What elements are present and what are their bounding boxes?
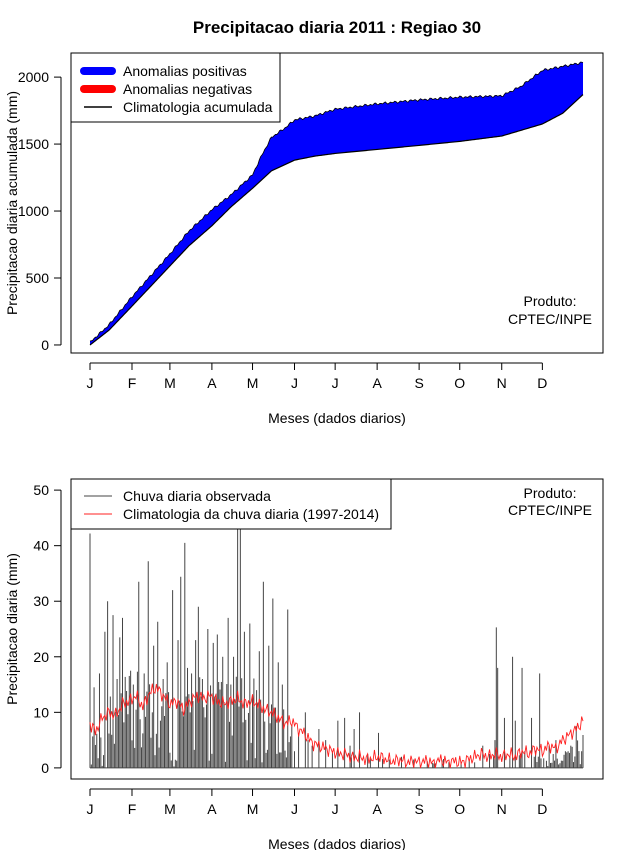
daily-x-tick-label: A: [207, 801, 217, 817]
daily-x-tick-label: O: [454, 801, 465, 817]
legend-climatology-daily-label: Climatologia da chuva diaria (1997-2014): [123, 506, 379, 522]
cumulative-x-tick-label: J: [87, 375, 94, 391]
observed-cumulative-line: [89, 61, 584, 342]
daily-x-tick-label: M: [247, 801, 259, 817]
cumulative-x-tick-label: J: [332, 375, 339, 391]
daily-y-tick-label: 50: [33, 482, 49, 498]
cumulative-x-tick-label: D: [537, 375, 547, 391]
climatology-daily-line: [89, 683, 584, 769]
daily-x-tick-label: D: [537, 801, 547, 817]
daily-y-tick-label: 10: [33, 704, 49, 720]
climatology-cumulative-line: [89, 94, 584, 346]
daily-x-tick-label: J: [87, 801, 94, 817]
daily-x-tick-label: A: [372, 801, 382, 817]
cumulative-x-tick-label: S: [414, 375, 423, 391]
daily-x-tick-label: N: [497, 801, 507, 817]
cumulative-y-tick-label: 2000: [18, 69, 49, 85]
daily-y-tick-label: 40: [33, 538, 49, 554]
cumulative-y-tick-label: 500: [26, 270, 50, 286]
cumulative-y-axis-label: Precipitacao diaria acumulada (mm): [4, 91, 20, 315]
positive-anomaly-area: [90, 62, 583, 345]
figure-title: Precipitacao diaria 2011 : Regiao 30: [193, 18, 481, 37]
cumulative-x-tick-label: M: [164, 375, 176, 391]
cumulative-x-tick-label: O: [454, 375, 465, 391]
credit-line1: Produto:: [524, 293, 577, 309]
daily-legend-box: [70, 478, 392, 530]
cumulative-x-tick-label: A: [372, 375, 382, 391]
daily-x-tick-label: J: [332, 801, 339, 817]
legend-negative-label: Anomalias negativas: [123, 81, 252, 97]
daily-legend: Chuva diaria observada Climatologia da ch…: [70, 478, 392, 530]
credit-line2: CPTEC/INPE: [508, 311, 592, 327]
credit-line2: CPTEC/INPE: [508, 502, 592, 518]
credit-line1: Produto:: [524, 485, 577, 501]
daily-y-tick-label: 30: [33, 593, 49, 609]
daily-x-tick-label: F: [128, 801, 137, 817]
cumulative-panel: J F M A M J J A S O N D Meses (dados diarios) 0 500 100…: [4, 52, 604, 426]
daily-y-tick-label: 20: [33, 649, 49, 665]
daily-y-tick-label: 0: [41, 760, 49, 776]
daily-panel: J F M A M J J A S O N D Meses (dados diarios) 0 10 20 30…: [4, 478, 604, 850]
cumulative-x-tick-label: A: [207, 375, 217, 391]
cumulative-y-tick-label: 1000: [18, 203, 49, 219]
cumulative-x-tick-label: N: [497, 375, 507, 391]
cumulative-x-axis-label: Meses (dados diarios): [268, 410, 406, 426]
cumulative-x-tick-label: F: [128, 375, 137, 391]
daily-x-axis-label: Meses (dados diarios): [268, 836, 406, 850]
daily-x-tick-label: S: [414, 801, 423, 817]
observed-rain-bars: [89, 520, 584, 768]
daily-x-tick-label: J: [291, 801, 298, 817]
cumulative-x-tick-label: M: [247, 375, 259, 391]
cumulative-legend: Anomalias positivas Anomalias negativas Cl…: [70, 52, 281, 123]
cumulative-x-tick-label: J: [291, 375, 298, 391]
daily-y-axis-label: Precipitacao diaria (mm): [4, 553, 20, 705]
cumulative-y-tick-label: 1500: [18, 136, 49, 152]
daily-x-tick-label: M: [164, 801, 176, 817]
legend-positive-label: Anomalias positivas: [123, 63, 247, 79]
legend-observed-label: Chuva diaria observada: [123, 488, 271, 504]
legend-climatology-label: Climatologia acumulada: [123, 99, 273, 115]
cumulative-plot-frame: [70, 52, 604, 354]
cumulative-y-tick-label: 0: [41, 337, 49, 353]
